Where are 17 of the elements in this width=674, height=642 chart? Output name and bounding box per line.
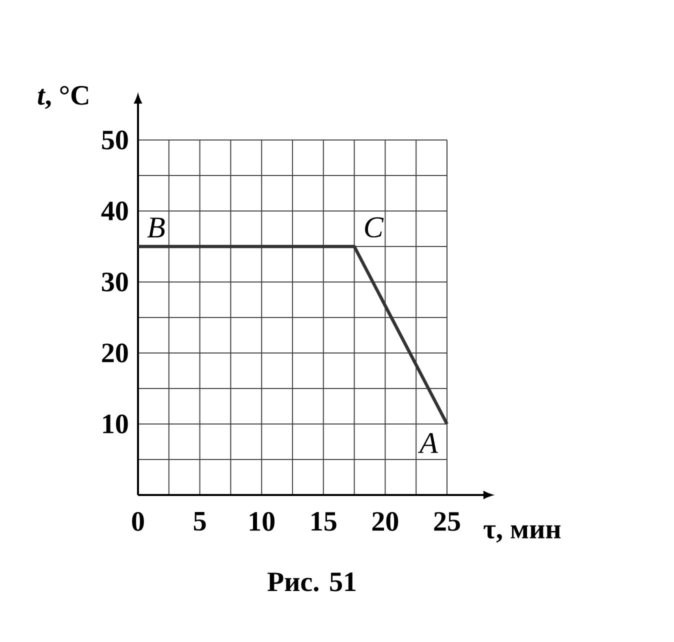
x-tick-label: 20: [372, 512, 398, 531]
y-tick-label: 30: [102, 272, 128, 292]
y-axis-title: t, °C: [38, 86, 88, 109]
x-tick-label: 15: [312, 512, 336, 531]
x-tick-label: 25: [434, 512, 460, 531]
x-tick-label: 0: [132, 512, 144, 531]
annotation: A: [418, 433, 438, 453]
x-tick-label: 10: [250, 512, 275, 531]
y-tick-label: 20: [102, 344, 128, 362]
x-axis-title: τ, мин: [484, 525, 561, 543]
annotation: B: [147, 218, 165, 238]
y-tick-label: 40: [101, 202, 128, 220]
y-tick-label: 10: [103, 414, 128, 434]
annotation: C: [365, 217, 384, 238]
text: Рис. 51: [267, 572, 356, 592]
y-tick-label: 50: [102, 130, 128, 150]
x-tick-label: 5: [194, 512, 206, 531]
